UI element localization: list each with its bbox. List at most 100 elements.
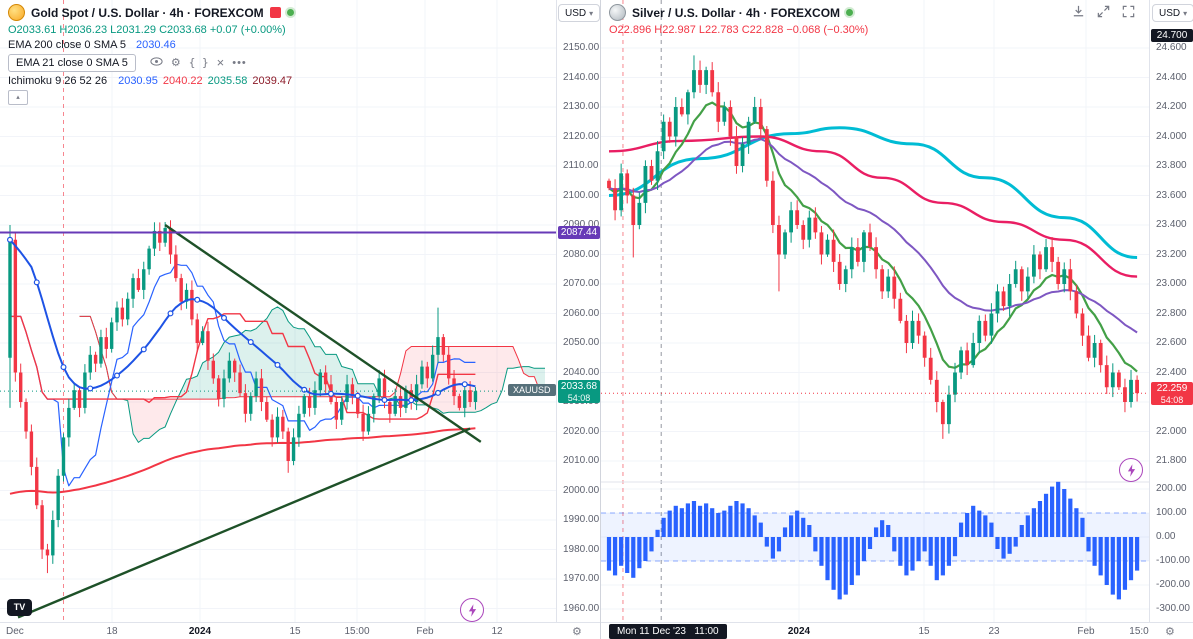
source-code-icon[interactable]: { } bbox=[188, 56, 209, 69]
level-price-badge: 2087.44 bbox=[558, 225, 600, 239]
price-tick: 2060.00 bbox=[563, 307, 600, 319]
tradingview-logo[interactable]: TV bbox=[7, 599, 32, 616]
price-tick: 2110.00 bbox=[563, 160, 599, 171]
gold-price-line-tag: XAUUSD bbox=[508, 384, 556, 397]
silver-symbol-title[interactable]: Silver / U.S. Dollar · 4h · FOREXCOM bbox=[632, 5, 841, 20]
price-tick: 24.600 bbox=[1156, 42, 1187, 53]
price-tick: 21.800 bbox=[1156, 455, 1187, 466]
time-label: 15:0 bbox=[1129, 626, 1149, 637]
ichimoku-indicator-label[interactable]: Ichimoku 9 26 52 26 bbox=[8, 75, 108, 87]
silver-chart-panel: Silver / U.S. Dollar · 4h · FOREXCOM O22… bbox=[601, 0, 1193, 639]
price-tick: 23.800 bbox=[1156, 160, 1187, 171]
price-tick: 2130.00 bbox=[563, 101, 600, 112]
hist-tick: -200.00 bbox=[1156, 579, 1190, 590]
market-status-icon bbox=[846, 9, 854, 16]
silver-current-price: 22.259 bbox=[1156, 383, 1188, 395]
price-tick: 2090.00 bbox=[563, 219, 600, 230]
gold-bar-countdown: 54:08 bbox=[567, 393, 591, 404]
gold-coin-icon bbox=[8, 4, 25, 21]
time-label: 2024 bbox=[787, 626, 811, 637]
gold-current-price-badge: 2033.68 54:08 bbox=[558, 380, 600, 404]
silver-current-price-badge: 22.259 54:08 bbox=[1151, 382, 1193, 406]
ichimoku-value: 2035.58 bbox=[207, 75, 248, 87]
settings-gear-icon[interactable]: ⚙ bbox=[170, 57, 181, 69]
price-tick: 22.600 bbox=[1156, 337, 1187, 348]
gold-price-axis[interactable]: 2087.44 2033.68 54:08 2150.00 2140.00 2130… bbox=[556, 0, 601, 622]
time-label: Dec bbox=[6, 626, 24, 637]
price-tick: 2040.00 bbox=[563, 366, 600, 378]
gold-symbol-title[interactable]: Gold Spot / U.S. Dollar · 4h · FOREXCOM bbox=[31, 5, 264, 20]
silver-ohlc-row: O22.896 H22.987 L22.783 C22.828 −0.068 (… bbox=[609, 24, 869, 36]
download-icon[interactable] bbox=[1071, 4, 1086, 19]
silver-chart[interactable] bbox=[601, 0, 1149, 622]
gold-chart-panel: Gold Spot / U.S. Dollar · 4h · FOREXCOM … bbox=[0, 0, 601, 639]
price-tick: 22.400 bbox=[1156, 366, 1187, 378]
maximize-icon[interactable] bbox=[1096, 4, 1111, 19]
gold-axis-settings-icon[interactable]: ⚙ bbox=[572, 626, 582, 638]
chevron-down-icon: ▾ bbox=[589, 8, 594, 18]
gold-current-price: 2033.68 bbox=[560, 381, 598, 393]
ichimoku-value: 2039.47 bbox=[252, 75, 293, 87]
ichimoku-value: 2040.22 bbox=[162, 75, 203, 87]
fullscreen-icon[interactable] bbox=[1121, 4, 1136, 19]
time-label: Feb bbox=[1077, 626, 1095, 637]
silver-axis-settings-icon[interactable]: ⚙ bbox=[1165, 626, 1175, 638]
time-label: 15 bbox=[918, 626, 930, 637]
price-tick: 1990.00 bbox=[563, 514, 600, 525]
price-tick: 2150.00 bbox=[563, 42, 600, 53]
price-tick: 2020.00 bbox=[563, 425, 600, 437]
chevron-down-icon: ▾ bbox=[1183, 8, 1188, 18]
price-tick: 24.400 bbox=[1156, 71, 1187, 83]
price-tick: 24.200 bbox=[1156, 101, 1187, 112]
lightning-icon bbox=[1127, 463, 1135, 477]
silver-currency-label: USD bbox=[1159, 7, 1181, 19]
gold-time-axis[interactable]: ⚙ Dec 18 2024 15 15:00 Feb 12 bbox=[0, 622, 600, 639]
time-label: 12 bbox=[491, 626, 503, 637]
price-tick: 2080.00 bbox=[563, 248, 600, 260]
gold-quick-trade-button[interactable] bbox=[460, 598, 484, 622]
ema21-indicator-label: EMA 21 close 0 SMA 5 bbox=[16, 57, 128, 69]
price-tick: 24.000 bbox=[1156, 130, 1187, 142]
price-tick: 23.600 bbox=[1156, 189, 1187, 201]
hist-tick: 0.00 bbox=[1156, 531, 1176, 542]
ema21-indicator[interactable]: EMA 21 close 0 SMA 5 bbox=[8, 54, 136, 72]
ichimoku-values: 2030.95 2040.22 2035.58 2039.47 bbox=[113, 75, 292, 87]
price-tick: 2120.00 bbox=[563, 130, 600, 142]
time-label: 15:00 bbox=[344, 626, 370, 637]
gold-currency-label: USD bbox=[565, 7, 587, 19]
price-tick: 2000.00 bbox=[563, 484, 600, 496]
axis-top-price-badge: 24.700 bbox=[1151, 29, 1193, 42]
gold-ohlc-row: O2033.61 H2036.23 L2031.29 C2033.68 +0.0… bbox=[8, 24, 286, 36]
market-status-icon bbox=[286, 9, 294, 16]
price-tick: 22.000 bbox=[1156, 425, 1187, 437]
ema200-indicator-label[interactable]: EMA 200 close 0 SMA 5 bbox=[8, 39, 127, 51]
time-label: Feb bbox=[416, 626, 434, 637]
silver-price-axis[interactable]: 24.700 22.259 54:08 24.600 24.400 24.200 24… bbox=[1149, 0, 1193, 622]
price-tick: 2050.00 bbox=[563, 337, 600, 348]
close-icon[interactable]: × bbox=[216, 55, 225, 70]
gold-chart[interactable] bbox=[0, 0, 556, 622]
time-label: 2024 bbox=[188, 626, 212, 637]
silver-bar-countdown: 54:08 bbox=[1160, 395, 1184, 406]
gold-currency-button[interactable]: USD ▾ bbox=[558, 4, 601, 22]
silver-currency-button[interactable]: USD ▾ bbox=[1152, 4, 1193, 22]
price-tick: 1980.00 bbox=[563, 543, 600, 555]
eye-icon[interactable] bbox=[150, 57, 163, 69]
silver-legend: Silver / U.S. Dollar · 4h · FOREXCOM O22… bbox=[609, 4, 868, 39]
more-options-icon[interactable]: ••• bbox=[232, 57, 247, 69]
hist-tick: 100.00 bbox=[1156, 507, 1187, 518]
legend-collapse-button[interactable]: ▴ bbox=[8, 90, 28, 105]
price-tick: 1960.00 bbox=[563, 602, 600, 614]
flag-icon[interactable] bbox=[269, 7, 281, 18]
silver-toolbar bbox=[1071, 4, 1136, 19]
hist-tick: -300.00 bbox=[1156, 603, 1190, 614]
price-tick: 2140.00 bbox=[563, 71, 600, 83]
hist-tick: 200.00 bbox=[1156, 483, 1187, 494]
price-tick: 2010.00 bbox=[563, 455, 600, 466]
hist-tick: -100.00 bbox=[1156, 555, 1190, 566]
panel-splitter[interactable] bbox=[600, 0, 601, 639]
silver-quick-trade-button[interactable] bbox=[1119, 458, 1143, 482]
silver-time-axis[interactable]: Mon 11 Dec '23 11:00 ⚙ 2024 15 23 Feb 15:0 bbox=[601, 622, 1193, 639]
price-tick: 23.200 bbox=[1156, 248, 1187, 260]
